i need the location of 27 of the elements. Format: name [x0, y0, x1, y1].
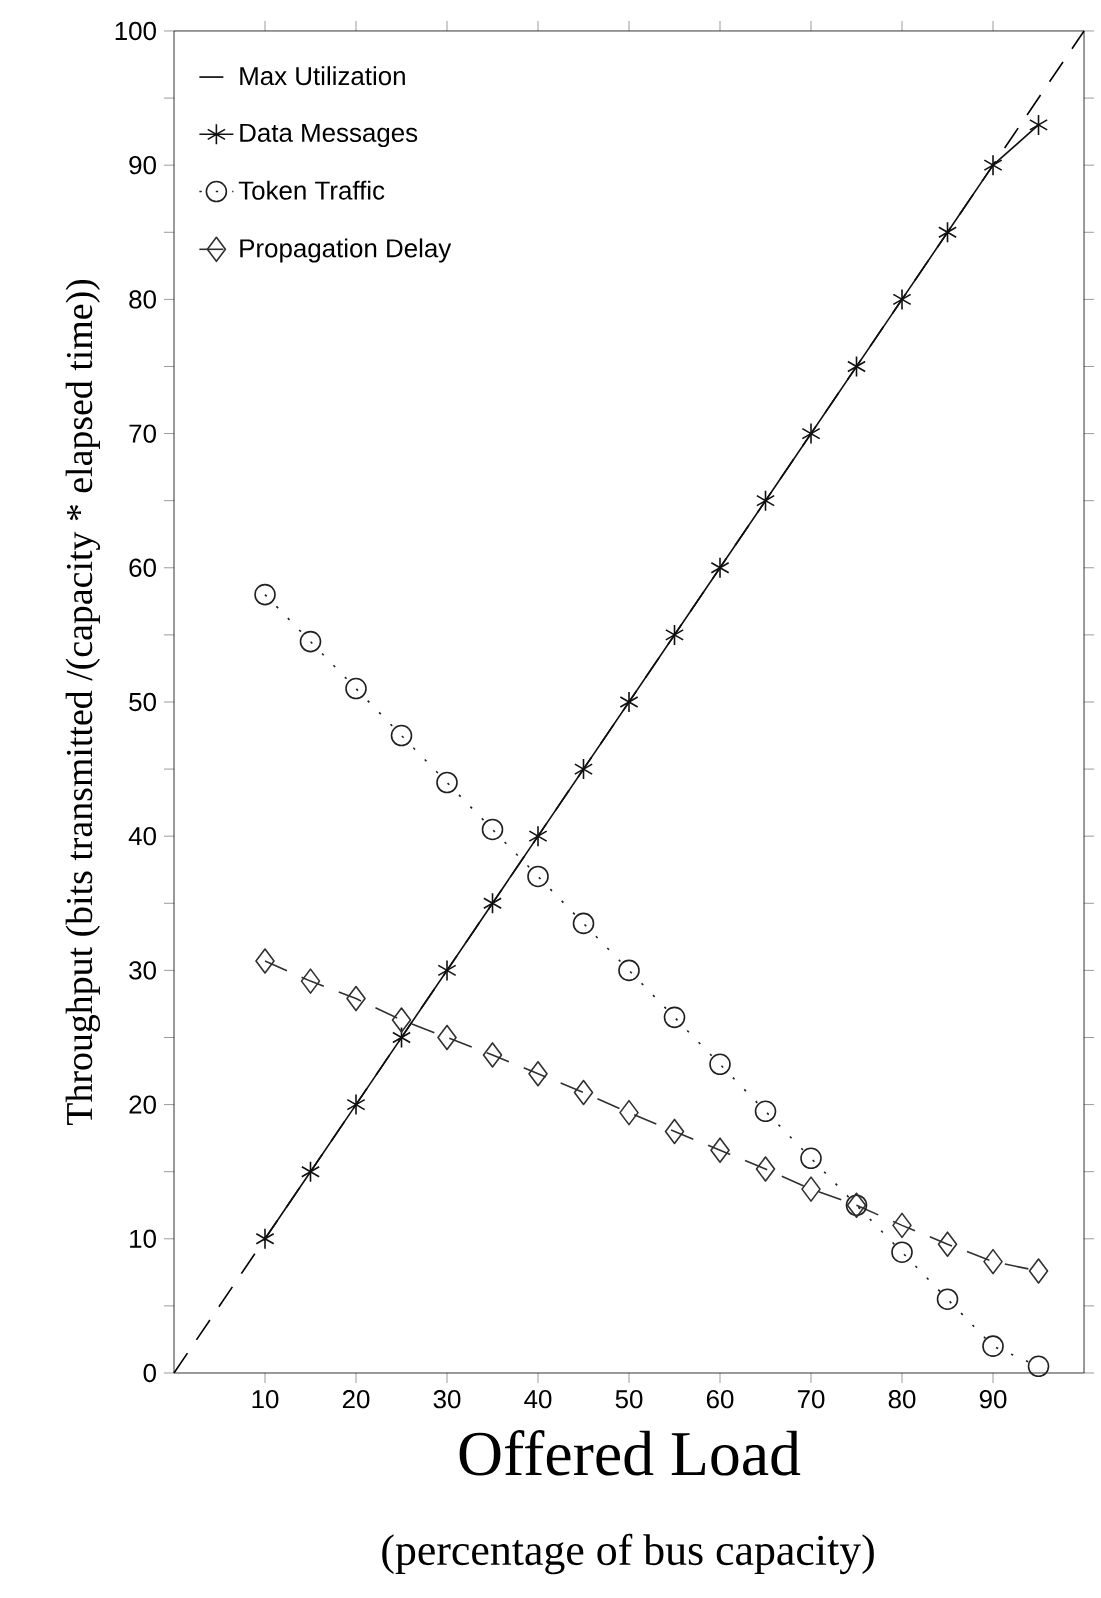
x-tick-label: 40	[524, 1390, 552, 1409]
y-tick-label: 40	[128, 827, 156, 846]
y-axis-title: Throughput (bits transmitted /(capacity * elapsed time))	[65, 279, 101, 1125]
y-tick-label: 30	[129, 961, 156, 980]
y-tick-label: 0	[143, 1363, 156, 1383]
y-tick-label: 10	[130, 1229, 156, 1248]
x-tick-label: 50	[615, 1390, 643, 1409]
legend-label: Max Utilization	[240, 66, 405, 86]
y-tick-label: 60	[129, 558, 156, 577]
x-tick-label: 70	[797, 1390, 825, 1409]
text: (percentage of bus capacity)	[382, 1533, 874, 1575]
x-tick-label: 20	[342, 1390, 370, 1409]
x-tick-label: 80	[888, 1390, 916, 1409]
legend-label: Token Traffic	[238, 180, 385, 200]
x-tick-label: 90	[979, 1390, 1007, 1409]
x-axis-title: Offered Load	[459, 1430, 801, 1476]
y-tick-label: 50	[129, 692, 156, 712]
y-tick-label: 20	[129, 1095, 156, 1114]
y-tick-label: 90	[129, 156, 156, 175]
y-tick-label: 70	[129, 424, 156, 443]
x-tick-label: 10	[252, 1390, 279, 1409]
y-tick-label: 100	[115, 21, 156, 41]
legend-label: Data Messages	[240, 123, 418, 148]
x-tick-label: 60	[706, 1390, 734, 1409]
x-tick-label: 30	[433, 1390, 461, 1409]
y-tick-label: 80	[129, 290, 156, 309]
legend-label: Propagation Delay	[240, 238, 452, 263]
